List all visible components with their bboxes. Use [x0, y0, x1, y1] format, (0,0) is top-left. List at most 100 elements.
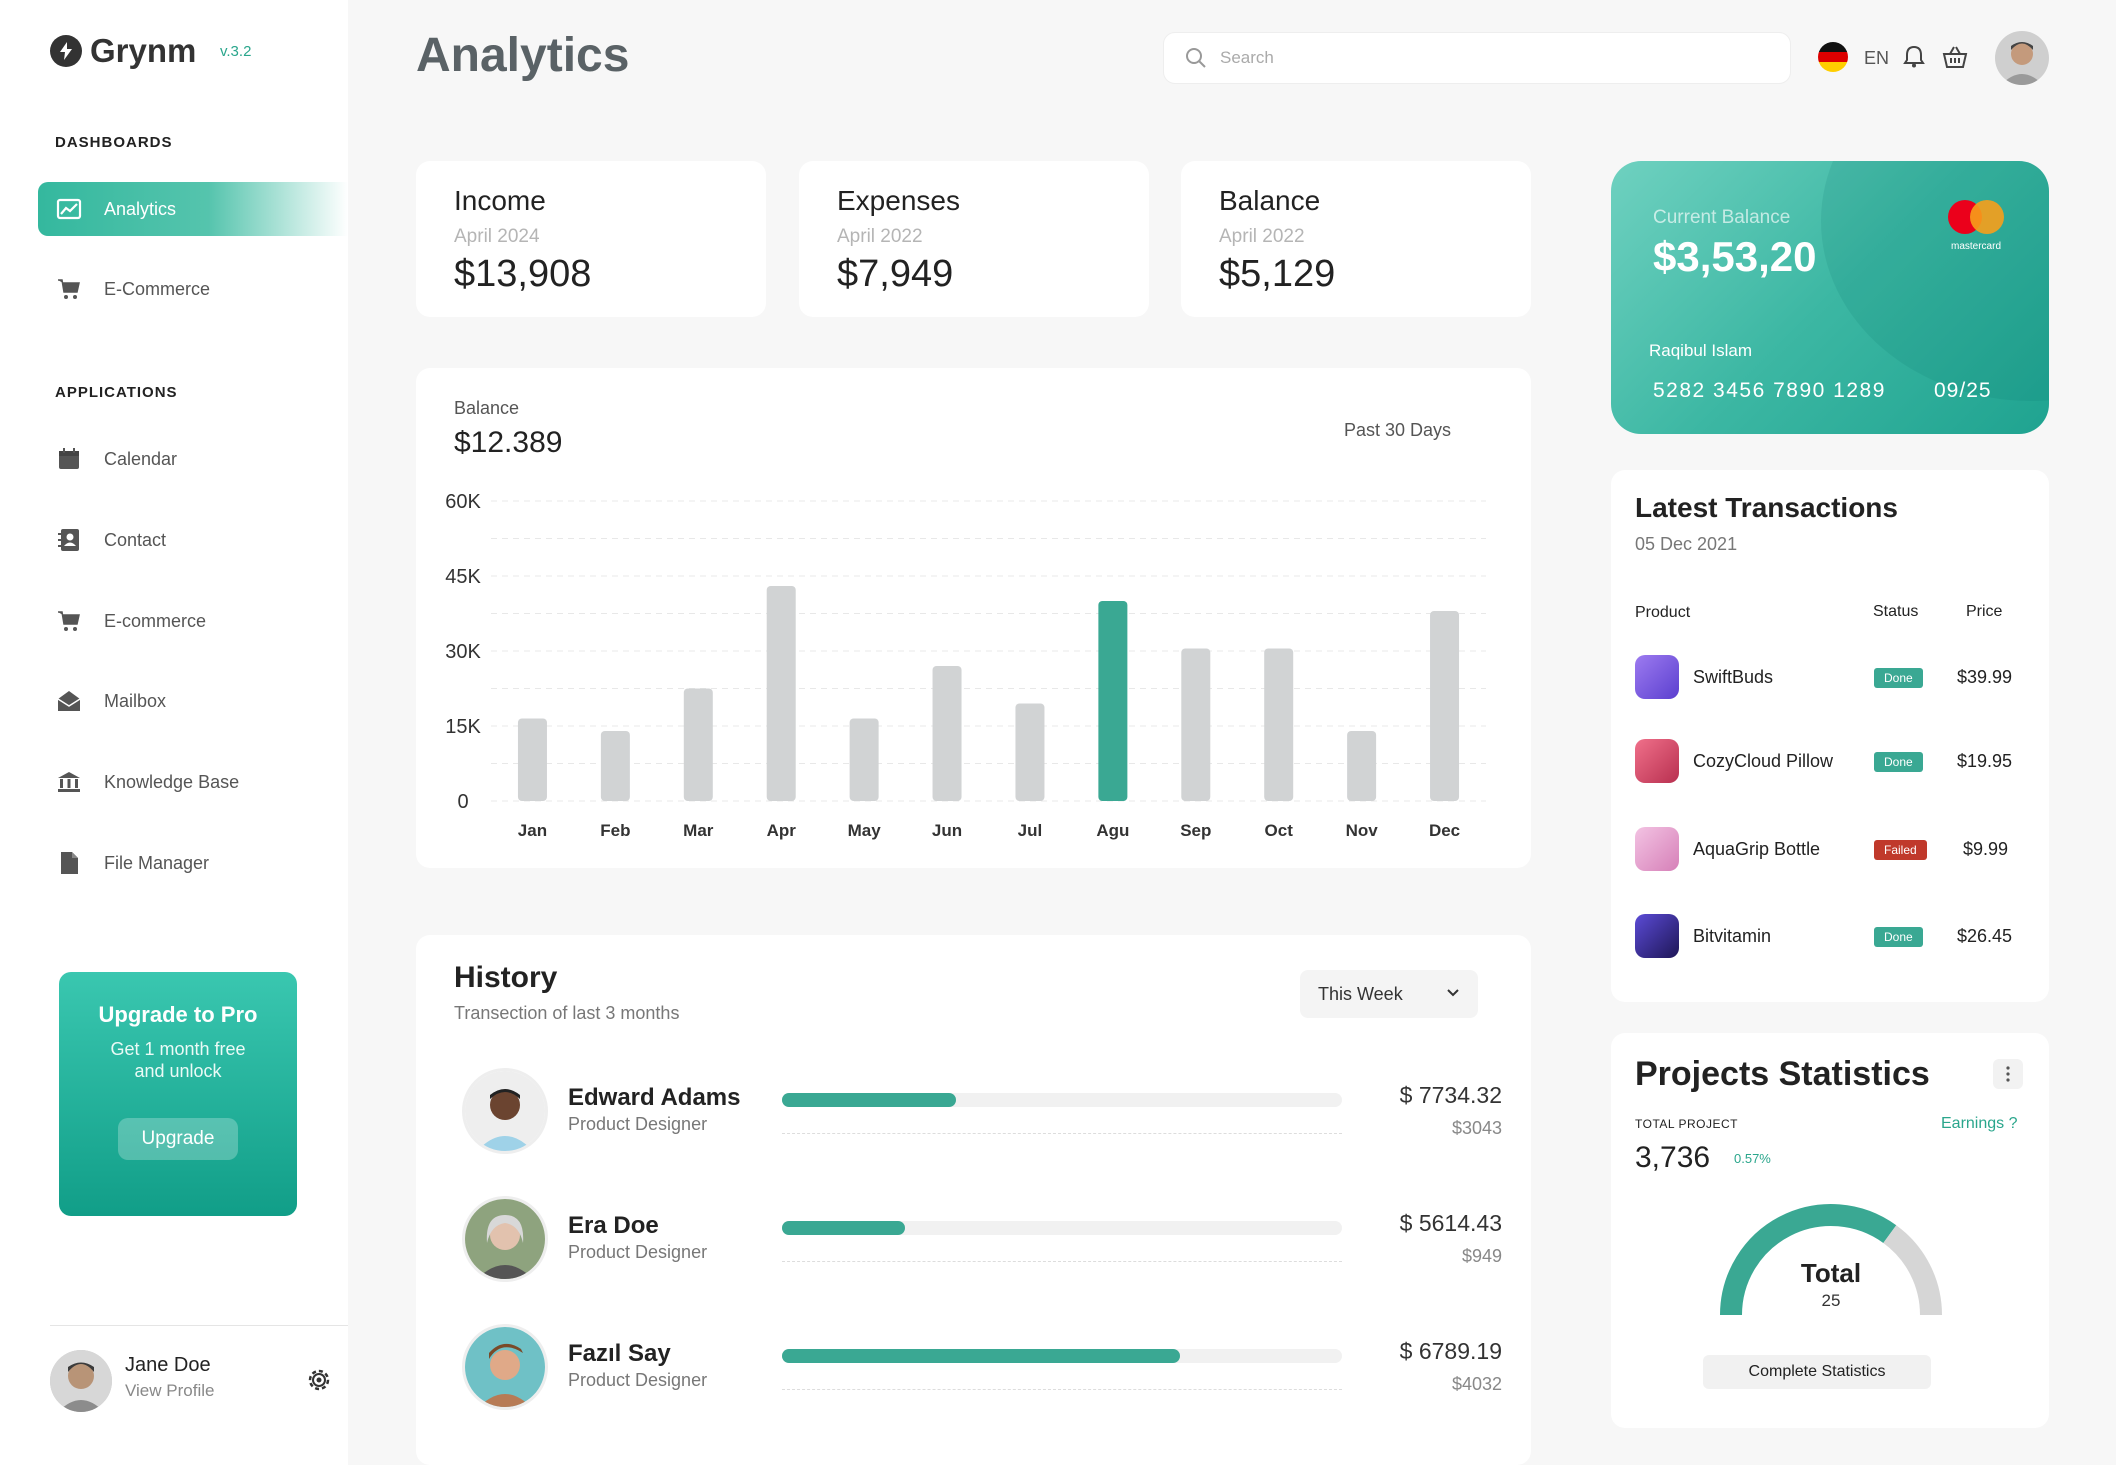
transaction-row[interactable]: CozyCloud Pillow Done $19.95	[1635, 737, 2025, 785]
history-avatar	[462, 1068, 548, 1154]
transaction-row[interactable]: AquaGrip Bottle Failed $9.99	[1635, 825, 2025, 873]
x-tick-label: May	[848, 821, 882, 840]
history-row[interactable]: Fazıl Say Product Designer $ 6789.19 $40…	[462, 1324, 1502, 1414]
history-sub-amount: $4032	[1451, 1374, 1502, 1394]
income-period: April 2024	[454, 226, 540, 247]
sidebar-item-contact[interactable]: Contact	[38, 513, 348, 567]
history-card: History Transection of last 3 months Thi…	[416, 935, 1531, 1465]
transaction-row[interactable]: Bitvitamin Done $26.45	[1635, 912, 2025, 960]
page-title: Analytics	[416, 29, 630, 82]
card-decoration	[1821, 161, 2049, 401]
history-avatar	[462, 1196, 548, 1282]
sidebar-item-ecommerce[interactable]: E-Commerce	[38, 262, 348, 316]
status-badge: Done	[1874, 752, 1923, 772]
complete-statistics-button[interactable]: Complete Statistics	[1703, 1355, 1931, 1389]
history-sub-amount: $3043	[1451, 1118, 1502, 1138]
bar-apr[interactable]	[766, 586, 796, 801]
sidebar-item-label: Mailbox	[104, 690, 167, 711]
history-progress-fill	[782, 1221, 906, 1235]
status-badge: Done	[1874, 927, 1923, 947]
sidebar-item-label: Contact	[104, 529, 167, 550]
card-expiry: 09/25	[1934, 379, 1992, 402]
sidebar-item-file-manager[interactable]: File Manager	[38, 836, 348, 890]
cart-icon	[58, 279, 80, 299]
history-progress	[782, 1221, 1342, 1235]
transaction-price: $19.95	[1957, 751, 2013, 771]
projects-card: Projects Statistics TOTAL PROJECT Earnin…	[1611, 1033, 2049, 1428]
history-divider	[782, 1389, 1342, 1390]
view-profile-link[interactable]: View Profile	[125, 1381, 215, 1400]
bar-chart: 60K 45K 30K 15K 0 Jan Feb Mar Apr May Jun Jul Agu Sep…	[445, 491, 1486, 840]
card-balance-label: Current Balance	[1653, 207, 1791, 228]
history-progress	[782, 1093, 1342, 1107]
more-options-icon[interactable]	[1993, 1059, 2023, 1089]
x-tick-label: Agu	[1096, 821, 1129, 840]
brand-name: Grynm	[90, 32, 197, 69]
sidebar-item-calendar[interactable]: Calendar	[38, 432, 348, 486]
bar-agu[interactable]	[1098, 601, 1128, 801]
status-badge: Done	[1874, 668, 1923, 688]
cart-icon	[58, 611, 80, 631]
language-label[interactable]: EN	[1864, 48, 1890, 68]
history-row[interactable]: Era Doe Product Designer $ 5614.43 $949	[462, 1196, 1502, 1286]
bar-may[interactable]	[849, 718, 879, 802]
col-price: Price	[1966, 603, 2003, 620]
expenses-value: $7,949	[837, 253, 954, 295]
x-tick-label: Apr	[767, 821, 797, 840]
bell-icon[interactable]	[1903, 44, 1925, 73]
history-filter-dropdown[interactable]: This Week	[1300, 970, 1478, 1018]
sidebar-item-label: E-commerce	[104, 610, 207, 631]
history-role: Product Designer	[568, 1370, 708, 1390]
bar-nov[interactable]	[1347, 731, 1377, 801]
settings-gear-icon[interactable]	[305, 1366, 333, 1394]
sidebar-item-knowledge-base[interactable]: Knowledge Base	[38, 755, 348, 809]
search-input[interactable]	[1220, 48, 1740, 68]
section-applications: APPLICATIONS	[55, 384, 178, 401]
search-bar[interactable]	[1163, 32, 1791, 84]
german-flag-icon[interactable]	[1818, 42, 1848, 72]
x-tick-label: Oct	[1265, 821, 1294, 840]
history-title: History	[454, 961, 558, 994]
credit-card[interactable]: Current Balance $3,53,20 mastercard Raqi…	[1611, 161, 2049, 434]
bar-feb[interactable]	[600, 731, 630, 801]
y-tick-label: 60K	[445, 491, 481, 513]
brand-logo[interactable]: Grynm	[50, 32, 196, 70]
contact-icon	[58, 529, 79, 551]
balance-period: April 2022	[1219, 226, 1305, 247]
col-status: Status	[1873, 603, 1919, 620]
x-tick-label: Jan	[518, 821, 547, 840]
balance-chart-card: Balance $12.389 Past 30 Days 60K 45K 30K 15…	[416, 368, 1531, 868]
calendar-icon	[59, 448, 79, 469]
bar-oct[interactable]	[1264, 648, 1294, 802]
pillow-icon	[1635, 739, 1679, 783]
bar-mar[interactable]	[683, 688, 713, 802]
upgrade-card: Upgrade to Pro Get 1 month free and unlo…	[59, 972, 297, 1216]
bar-dec[interactable]	[1430, 611, 1460, 801]
bar-jul[interactable]	[1015, 703, 1045, 802]
earnings-link[interactable]: Earnings ?	[1941, 1115, 2018, 1132]
sidebar-item-analytics[interactable]: Analytics	[38, 182, 348, 236]
sidebar-item-ecommerce-app[interactable]: E-commerce	[38, 594, 348, 648]
transaction-row[interactable]: SwiftBuds Done $39.99	[1635, 653, 2025, 701]
user-avatar[interactable]	[50, 1350, 112, 1412]
y-tick-label: 30K	[445, 641, 481, 663]
transactions-date: 05 Dec 2021	[1635, 534, 1738, 554]
chart-range-selector[interactable]: Past 30 Days	[1344, 420, 1452, 440]
history-row[interactable]: Edward Adams Product Designer $ 7734.32 …	[462, 1068, 1502, 1158]
total-project-label: TOTAL PROJECT	[1635, 1117, 1738, 1131]
basket-icon[interactable]	[1942, 45, 1968, 74]
chevron-down-icon	[1447, 989, 1459, 997]
projects-title: Projects Statistics	[1635, 1055, 1930, 1093]
upgrade-button[interactable]: Upgrade	[117, 1118, 239, 1160]
card-number: 5282 3456 7890 1289	[1653, 379, 1886, 402]
sidebar-item-mailbox[interactable]: Mailbox	[38, 674, 348, 728]
bar-sep[interactable]	[1181, 648, 1211, 802]
transaction-price: $26.45	[1957, 926, 2013, 946]
bar-jun[interactable]	[932, 666, 962, 801]
bar-jan[interactable]	[517, 718, 547, 802]
gauge-value: 25	[1821, 1291, 1841, 1310]
gauge-progress-arc	[1720, 1204, 1897, 1316]
chart-icon	[56, 198, 82, 220]
header-avatar[interactable]	[1995, 31, 2049, 85]
transactions-card: Latest Transactions 05 Dec 2021 Product …	[1611, 470, 2049, 1002]
